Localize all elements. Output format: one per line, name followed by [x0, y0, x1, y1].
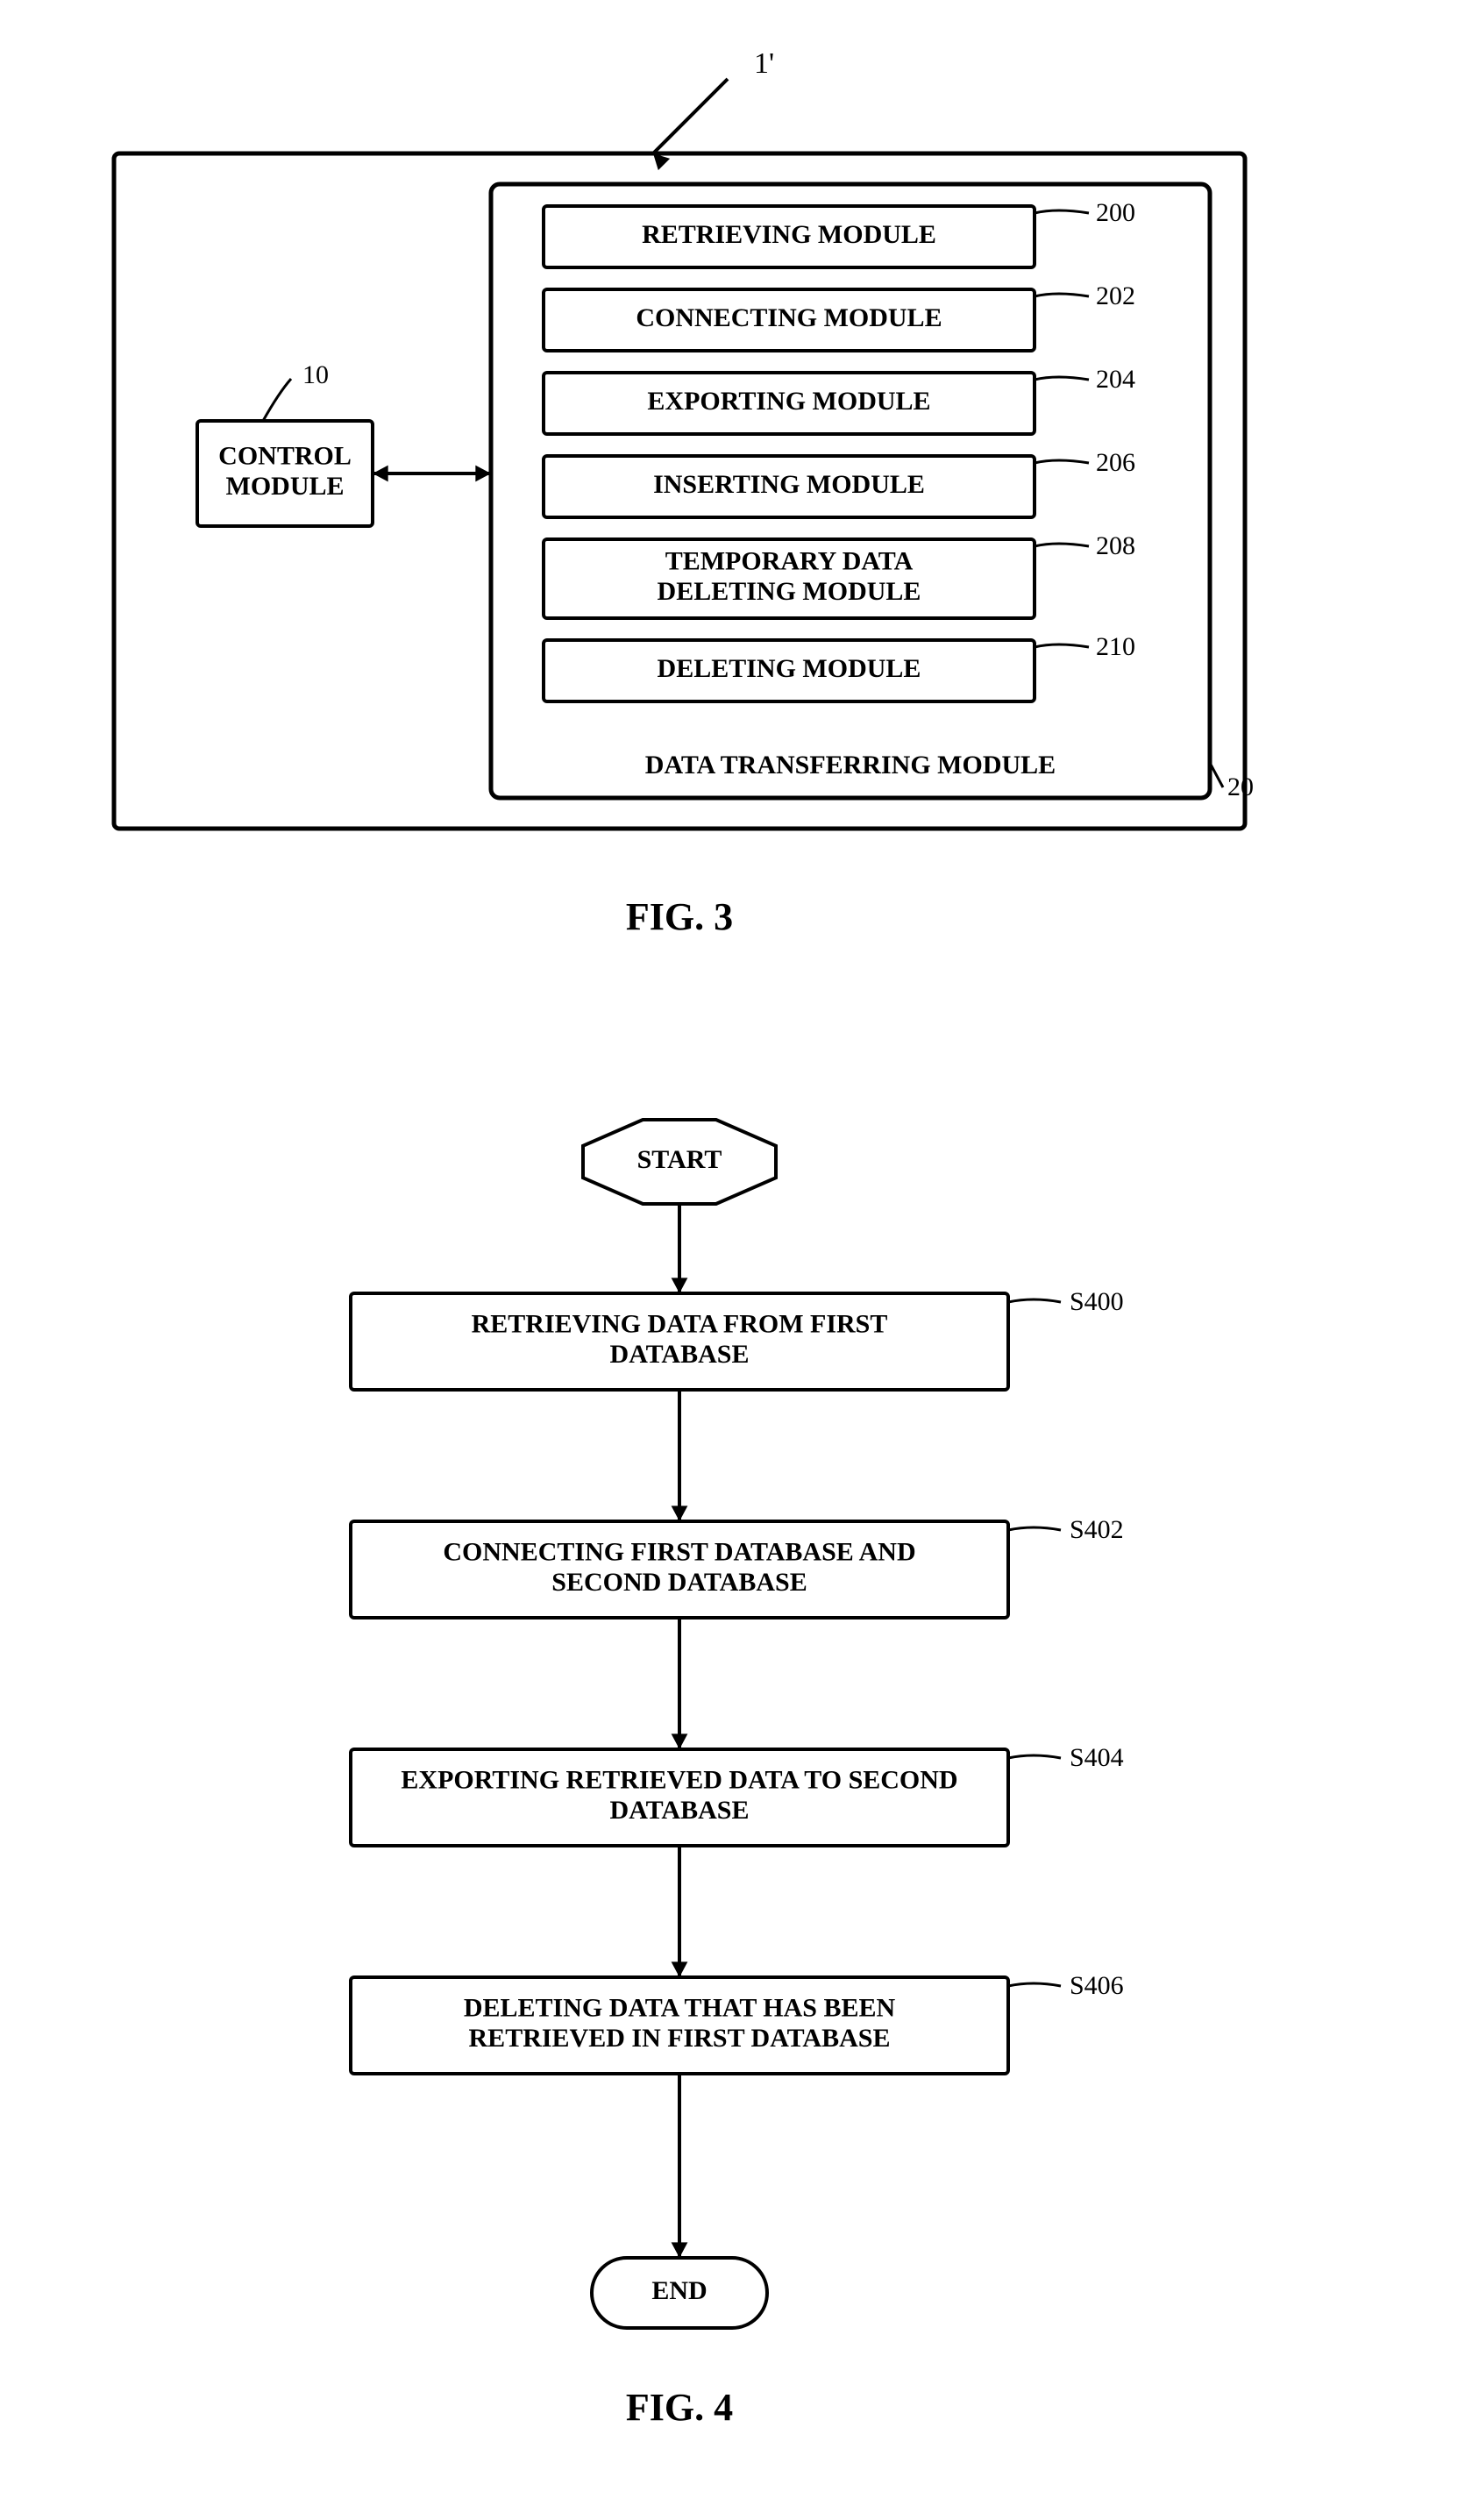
- svg-text:210: 210: [1096, 632, 1135, 661]
- svg-text:CONNECTING FIRST DATABASE AND: CONNECTING FIRST DATABASE AND: [443, 1538, 915, 1567]
- svg-text:202: 202: [1096, 281, 1135, 310]
- svg-text:START: START: [637, 1145, 722, 1174]
- svg-text:1': 1': [754, 47, 774, 80]
- svg-text:S402: S402: [1070, 1515, 1124, 1544]
- svg-text:RETRIEVING MODULE: RETRIEVING MODULE: [642, 220, 936, 249]
- svg-text:S404: S404: [1070, 1743, 1124, 1772]
- svg-text:DATA TRANSFERRING MODULE: DATA TRANSFERRING MODULE: [645, 751, 1056, 779]
- svg-text:DATABASE: DATABASE: [610, 1796, 750, 1825]
- svg-text:FIG. 3: FIG. 3: [626, 895, 733, 938]
- svg-text:RETRIEVING DATA FROM FIRST: RETRIEVING DATA FROM FIRST: [472, 1310, 888, 1339]
- svg-text:EXPORTING MODULE: EXPORTING MODULE: [647, 387, 930, 416]
- patent-figures: 1' CONTROLMODULE 10 DATA TRANSFERRING MODUL…: [0, 0, 1479, 2520]
- svg-text:204: 204: [1096, 365, 1135, 394]
- svg-text:20: 20: [1227, 772, 1254, 801]
- svg-text:MODULE: MODULE: [226, 472, 345, 501]
- svg-text:206: 206: [1096, 448, 1135, 477]
- svg-text:200: 200: [1096, 198, 1135, 227]
- svg-text:208: 208: [1096, 531, 1135, 560]
- svg-text:SECOND DATABASE: SECOND DATABASE: [551, 1568, 807, 1597]
- svg-text:EXPORTING RETRIEVED DATA TO SE: EXPORTING RETRIEVED DATA TO SECOND: [401, 1766, 957, 1795]
- svg-text:DATABASE: DATABASE: [610, 1340, 750, 1369]
- svg-text:CONTROL: CONTROL: [218, 442, 352, 471]
- svg-text:DELETING MODULE: DELETING MODULE: [658, 654, 921, 683]
- svg-text:10: 10: [302, 360, 329, 389]
- svg-text:CONNECTING MODULE: CONNECTING MODULE: [636, 303, 942, 332]
- svg-text:S400: S400: [1070, 1287, 1124, 1316]
- svg-text:DELETING MODULE: DELETING MODULE: [658, 577, 921, 606]
- svg-text:TEMPORARY DATA: TEMPORARY DATA: [665, 547, 914, 576]
- svg-text:FIG. 4: FIG. 4: [626, 2386, 733, 2429]
- svg-text:S406: S406: [1070, 1971, 1124, 2000]
- svg-text:DELETING DATA THAT HAS BEEN: DELETING DATA THAT HAS BEEN: [464, 1994, 896, 2023]
- svg-text:INSERTING MODULE: INSERTING MODULE: [653, 470, 925, 499]
- svg-text:END: END: [651, 2276, 707, 2305]
- svg-text:RETRIEVED IN FIRST DATABASE: RETRIEVED IN FIRST DATABASE: [469, 2024, 891, 2053]
